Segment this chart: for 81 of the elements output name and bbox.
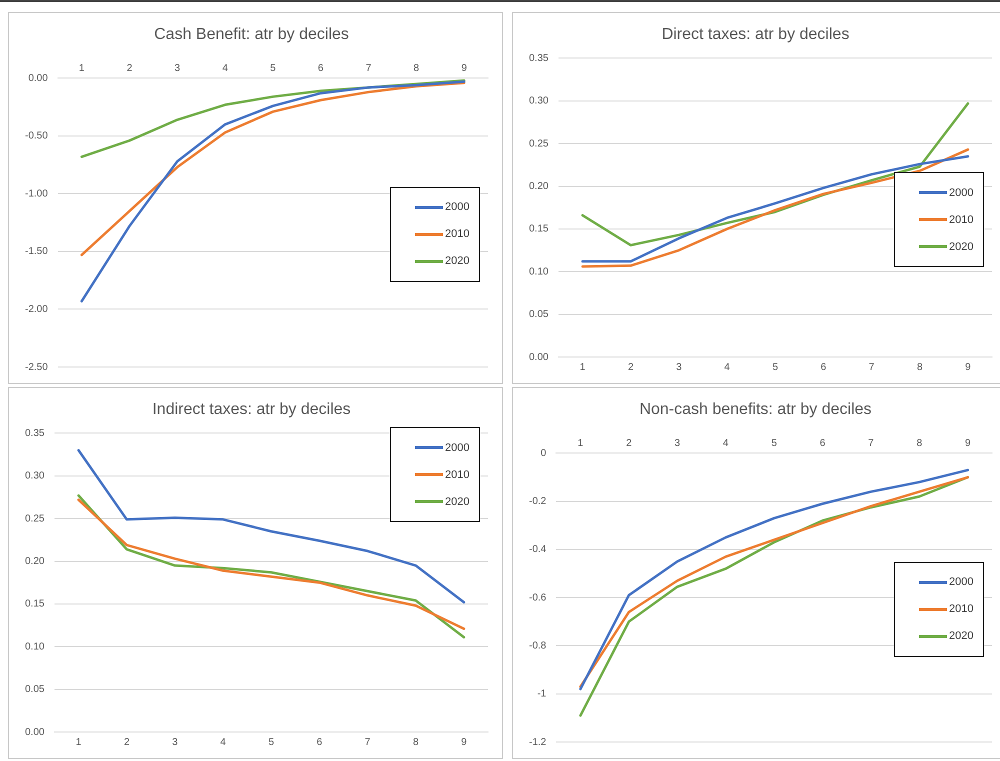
legend-label: 2010	[949, 603, 974, 616]
chart-title: Cash Benefit: atr by deciles	[154, 26, 349, 44]
x-tick-label: 9	[965, 438, 972, 449]
x-tick-label: 7	[364, 736, 371, 748]
y-tick-label: -0.8	[528, 640, 547, 652]
y-tick-label: 0.15	[528, 224, 549, 235]
y-tick-label: -1.2	[528, 736, 547, 748]
chart-title: Indirect taxes: atr by deciles	[152, 401, 351, 418]
y-tick-label: 0.05	[528, 309, 549, 320]
x-tick-label: 1	[78, 62, 85, 74]
legend-label: 2010	[949, 214, 974, 226]
y-tick-label: 0.05	[24, 684, 45, 696]
legend-label: 2000	[949, 186, 974, 199]
y-tick-label: 0.00	[28, 72, 48, 84]
y-tick-label: 0.20	[24, 556, 45, 568]
y-tick-label: 0.20	[528, 181, 549, 192]
x-tick-label: 5	[772, 362, 778, 373]
legend-label: 2010	[445, 468, 470, 481]
x-tick-label: 8	[916, 362, 923, 373]
x-tick-label: 6	[820, 438, 826, 449]
y-tick-label: -2.50	[24, 362, 48, 373]
x-tick-label: 2	[126, 62, 133, 74]
y-tick-label: -0.4	[528, 544, 547, 556]
y-tick-label: -0.2	[528, 496, 547, 508]
x-tick-label: 6	[318, 62, 324, 74]
legend-label: 2020	[445, 496, 470, 508]
x-tick-label: 2	[626, 438, 632, 449]
x-tick-label: 1	[76, 736, 82, 748]
y-tick-label: -2.00	[24, 304, 48, 315]
x-tick-label: 3	[674, 438, 680, 449]
legend-label: 2010	[445, 228, 470, 240]
legend-label: 2000	[949, 576, 974, 588]
legend-label: 2000	[445, 442, 470, 454]
y-tick-label: 0.35	[528, 52, 549, 64]
y-tick-label: 0.00	[528, 352, 549, 363]
x-tick-label: 7	[868, 362, 875, 373]
y-tick-label: 0.30	[528, 96, 549, 107]
y-tick-label: 0.15	[24, 598, 45, 610]
y-tick-label: -0.6	[528, 592, 547, 604]
x-tick-label: 4	[220, 736, 226, 748]
x-tick-label: 9	[461, 736, 468, 748]
y-tick-label: 0.30	[24, 470, 45, 482]
y-tick-label: -0.50	[24, 130, 48, 142]
x-tick-label: 9	[965, 362, 972, 373]
x-tick-label: 1	[578, 438, 584, 449]
x-tick-label: 3	[174, 62, 181, 74]
x-tick-label: 4	[724, 362, 730, 373]
x-tick-label: 5	[771, 438, 778, 449]
x-tick-label: 9	[461, 62, 468, 74]
x-tick-label: 6	[316, 736, 323, 748]
chart-title: Direct taxes: atr by deciles	[662, 26, 850, 44]
x-tick-label: 4	[722, 438, 729, 449]
x-tick-label: 4	[222, 62, 228, 74]
y-tick-label: 0.25	[528, 138, 549, 150]
y-tick-label: 0.10	[24, 641, 45, 652]
x-tick-label: 3	[172, 736, 178, 748]
legend-label: 2020	[445, 255, 470, 268]
x-tick-label: 5	[268, 736, 274, 748]
legend-label: 2020	[949, 240, 974, 253]
y-tick-label: -1.50	[24, 246, 48, 258]
x-tick-label: 7	[366, 62, 372, 74]
y-tick-label: 0.00	[24, 726, 45, 738]
x-tick-label: 6	[820, 362, 827, 373]
x-tick-label: 8	[412, 736, 419, 748]
x-tick-label: 5	[270, 62, 276, 74]
x-tick-label: 2	[628, 362, 634, 373]
y-tick-label: 0.25	[24, 513, 45, 524]
x-tick-label: 2	[124, 736, 130, 748]
y-tick-label: 0.10	[528, 266, 549, 278]
y-tick-label: 0.35	[24, 428, 45, 439]
x-tick-label: 8	[414, 62, 420, 74]
x-tick-label: 8	[916, 438, 923, 449]
legend-label: 2020	[949, 630, 974, 642]
y-tick-label: -1.00	[24, 188, 48, 200]
y-tick-label: -1	[537, 688, 547, 700]
x-tick-label: 7	[868, 438, 874, 449]
legend-label: 2000	[445, 201, 470, 214]
y-tick-label: 0	[540, 448, 547, 459]
x-tick-label: 1	[580, 362, 586, 373]
x-tick-label: 3	[676, 362, 682, 373]
chart-title: Non-cash benefits: atr by deciles	[639, 401, 872, 418]
